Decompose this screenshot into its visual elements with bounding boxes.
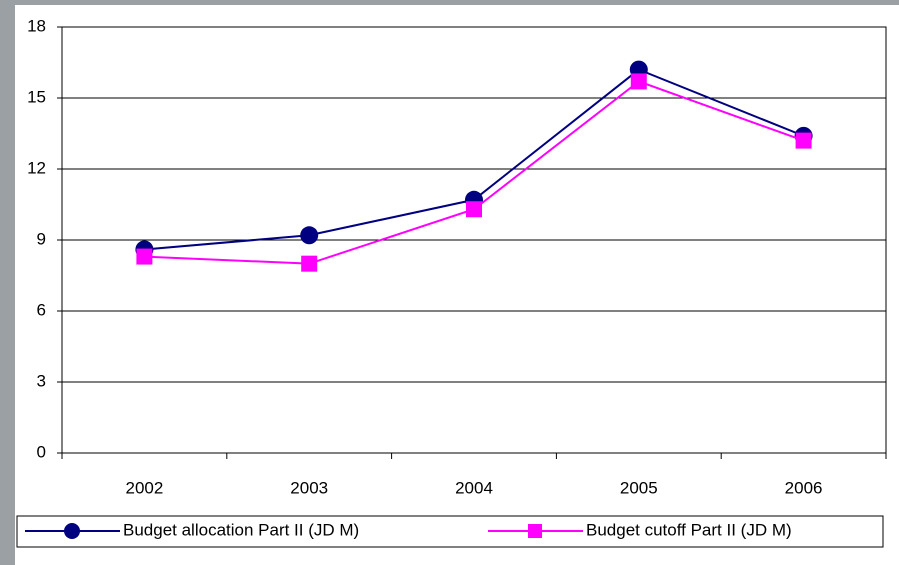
x-tick-label: 2004 (455, 478, 493, 497)
x-tick-label: 2005 (620, 478, 658, 497)
chart: 0 3 6 9 12 15 18 2002 2003 2004 2005 2006 Budget all… (0, 0, 899, 565)
x-tick-label: 2003 (290, 478, 328, 497)
y-tick-label: 15 (27, 87, 46, 106)
data-point (300, 226, 318, 244)
data-point (466, 201, 482, 217)
data-point (136, 249, 152, 265)
legend-label: Budget allocation Part II (JD M) (123, 520, 359, 539)
x-tick-label: 2002 (125, 478, 163, 497)
legend-marker (64, 523, 80, 539)
y-tick-label: 3 (37, 371, 46, 390)
y-tick-label: 18 (27, 16, 46, 35)
data-point (796, 133, 812, 149)
x-tick-label: 2006 (785, 478, 823, 497)
legend-marker (528, 524, 542, 538)
legend-label: Budget cutoff Part II (JD M) (586, 520, 792, 539)
data-point (301, 256, 317, 272)
y-tick-label: 0 (37, 442, 46, 461)
page: 0 3 6 9 12 15 18 2002 2003 2004 2005 2006 Budget all… (0, 0, 899, 565)
y-tick-label: 9 (37, 229, 46, 248)
y-tick-label: 12 (27, 158, 46, 177)
y-tick-label: 6 (37, 300, 46, 319)
data-point (631, 73, 647, 89)
